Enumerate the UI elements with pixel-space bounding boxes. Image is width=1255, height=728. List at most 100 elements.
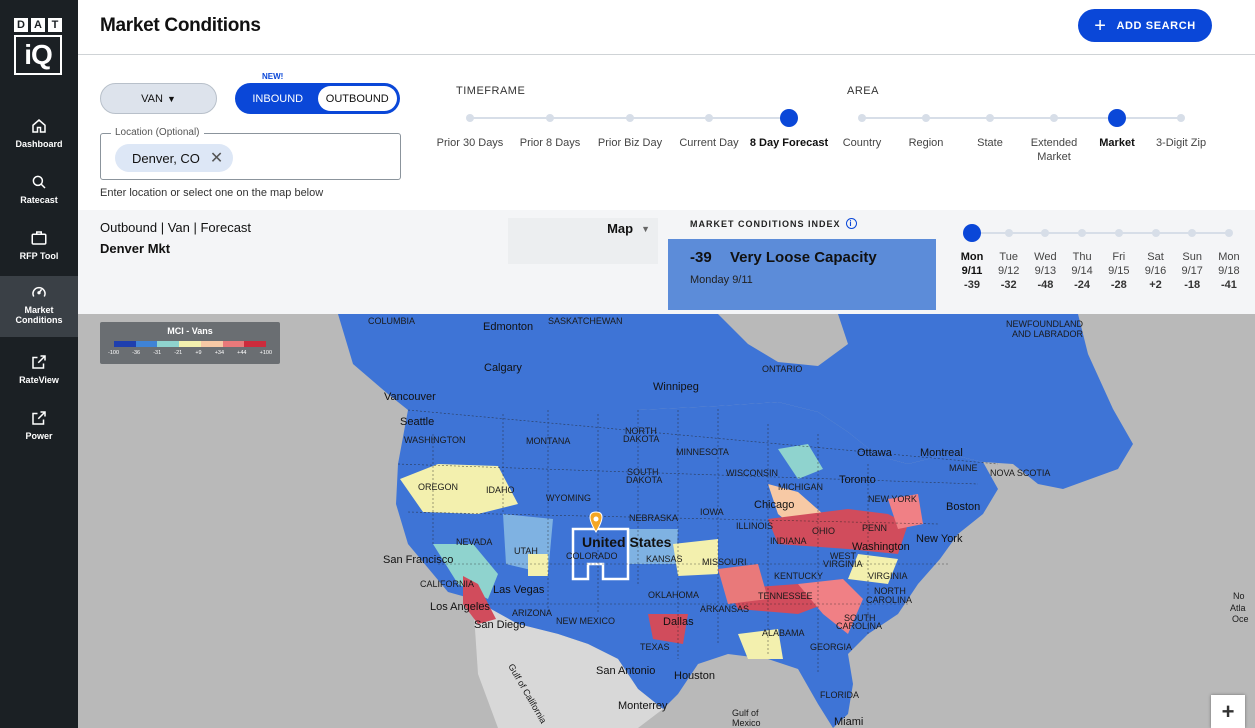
map-label: Mexico <box>732 718 761 728</box>
day-date: 9/15 <box>1108 265 1130 277</box>
logo-letter: A <box>31 18 45 32</box>
area-option[interactable]: Region <box>908 137 944 149</box>
day-step-dot[interactable] <box>1188 229 1197 237</box>
day-option[interactable]: Wed 9/13 -48 <box>1025 250 1065 292</box>
sidebar-item-rateview[interactable]: RateView <box>0 353 78 385</box>
map-label: AND LABRADOR <box>1012 329 1084 339</box>
map-label: VIRGINIA <box>868 571 908 581</box>
timeframe-option[interactable]: Prior Biz Day <box>597 137 663 149</box>
logo-letter: D <box>14 18 28 32</box>
area-option[interactable]: 3-Digit Zip <box>1155 137 1207 149</box>
day-step-dot[interactable] <box>1114 229 1123 237</box>
map-label: WEST <box>830 551 857 561</box>
sidebar-item-rfp-tool[interactable]: RFP Tool <box>0 229 78 261</box>
map-label: San Diego <box>474 619 525 631</box>
dat-iq-logo[interactable]: D A T iQ <box>14 18 66 80</box>
area-option[interactable]: State <box>977 137 1003 149</box>
area-step-dot[interactable] <box>1177 114 1185 122</box>
outbound-toggle[interactable]: OUTBOUND <box>317 86 397 111</box>
plus-icon: + <box>1094 14 1107 37</box>
day-value: -48 <box>1037 279 1054 291</box>
area-step-dot[interactable] <box>1050 114 1058 122</box>
day-track <box>972 232 1229 234</box>
add-search-button[interactable]: + ADD SEARCH <box>1078 9 1212 42</box>
legend-tick: -36 <box>132 350 141 356</box>
area-step-dot-selected[interactable] <box>1108 109 1126 127</box>
day-option[interactable]: Sat 9/16 +2 <box>1136 250 1176 292</box>
new-badge: NEW! <box>262 72 284 81</box>
legend-swatch <box>114 341 136 347</box>
equipment-dropdown[interactable]: VAN ▼ <box>100 83 217 114</box>
legend-swatch <box>135 341 158 347</box>
day-option[interactable]: Tue 9/12 -32 <box>989 250 1029 292</box>
day-option[interactable]: Thu 9/14 -24 <box>1062 250 1102 292</box>
sidebar-item-dashboard[interactable]: Dashboard <box>0 117 78 149</box>
caret-down-icon: ▼ <box>641 224 650 234</box>
timeframe-step-dot[interactable] <box>466 114 474 122</box>
view-select[interactable]: Map ▼ <box>508 218 658 264</box>
area-step-dot[interactable] <box>986 114 994 122</box>
map-label: Chicago <box>754 499 794 511</box>
day-option[interactable]: Sun 9/17 -18 <box>1172 250 1212 292</box>
day-day: Thu <box>1072 251 1092 263</box>
market-map[interactable]: COLUMBIA Edmonton SASKATCHEWAN NEWFOUNDL… <box>78 314 1255 728</box>
day-step-dot[interactable] <box>1041 229 1050 237</box>
day-option[interactable]: Fri 9/15 -28 <box>1099 250 1139 292</box>
day-step-dot-selected[interactable] <box>963 224 981 242</box>
timeframe-option-selected[interactable]: 8 Day Forecast <box>749 137 829 149</box>
region-red <box>463 576 496 624</box>
map-label: Dallas <box>663 616 694 628</box>
map-label: CALIFORNIA <box>420 579 474 589</box>
close-icon[interactable]: ✕ <box>209 150 224 167</box>
canada-region <box>338 314 1133 489</box>
day-step-dot[interactable] <box>1151 229 1160 237</box>
location-field[interactable]: Location (Optional) Denver, CO ✕ <box>100 127 401 180</box>
map-label: Gulf of <box>732 708 759 718</box>
area-option[interactable]: Extended Market <box>1030 137 1078 163</box>
area-step-dot[interactable] <box>858 114 866 122</box>
timeframe-option[interactable]: Prior 30 Days <box>436 137 504 149</box>
day-step-dot[interactable] <box>1224 229 1233 237</box>
area-step-dot[interactable] <box>922 114 930 122</box>
timeframe-option[interactable]: Prior 8 Days <box>519 137 581 149</box>
region-pink <box>798 579 863 634</box>
timeframe-step-dot[interactable] <box>705 114 713 122</box>
timeframe-option[interactable]: Current Day <box>679 137 739 149</box>
timeframe-step-dot-selected[interactable] <box>780 109 798 127</box>
map-country-label: United States <box>582 534 672 550</box>
map-canvas[interactable]: COLUMBIA Edmonton SASKATCHEWAN NEWFOUNDL… <box>78 314 1255 728</box>
day-value: -28 <box>1110 279 1127 291</box>
day-step-dot[interactable] <box>1078 229 1087 237</box>
info-icon[interactable]: i <box>845 218 857 229</box>
zoom-in-button[interactable]: + <box>1211 695 1245 728</box>
map-label: MAINE <box>949 463 978 473</box>
sidebar-item-market-conditions[interactable]: Market Conditions <box>0 276 78 337</box>
timeframe-step-dot[interactable] <box>626 114 634 122</box>
mci-label: Very Loose Capacity <box>730 249 877 266</box>
map-label: OHIO <box>812 526 835 536</box>
sidebar-item-ratecast[interactable]: Ratecast <box>0 173 78 205</box>
day-option[interactable]: Mon 9/11 -39 <box>952 250 992 292</box>
inbound-toggle[interactable]: INBOUND <box>252 92 304 105</box>
area-option[interactable]: Country <box>842 137 882 149</box>
mexico-region <box>473 599 663 728</box>
day-step-dot[interactable] <box>1004 229 1013 237</box>
map-label: Los Angeles <box>430 601 490 613</box>
map-label: TEXAS <box>640 642 670 652</box>
location-chip: Denver, CO ✕ <box>115 144 234 172</box>
timeframe-step-dot[interactable] <box>546 114 554 122</box>
legend-tick: -100 <box>108 350 120 356</box>
day-day: Sat <box>1147 251 1164 263</box>
region-teal <box>778 444 823 479</box>
day-date: 9/13 <box>1034 265 1057 277</box>
page-header: Market Conditions + ADD SEARCH <box>78 0 1255 55</box>
legend-ticks: -100 -36 -31 -21 +9 +34 +44 +100 <box>108 350 272 356</box>
map-label: VIRGINIA <box>823 559 863 569</box>
sidebar-item-power[interactable]: Power <box>0 409 78 441</box>
day-option[interactable]: Mon 9/18 -41 <box>1209 250 1249 292</box>
map-label: ALABAMA <box>762 628 805 638</box>
day-day: Fri <box>1112 251 1126 263</box>
map-label: OREGON <box>418 482 458 492</box>
area-option-selected[interactable]: Market <box>1099 137 1135 149</box>
mci-date: Monday 9/11 <box>690 274 753 286</box>
